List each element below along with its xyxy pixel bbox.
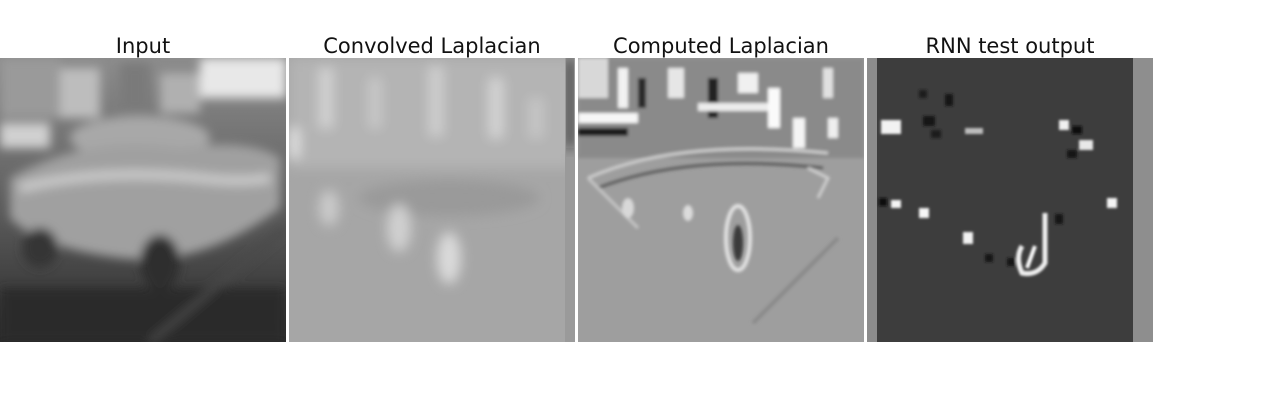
panel-title-computed-laplacian: Computed Laplacian — [613, 34, 829, 58]
panel-title-input: Input — [115, 34, 171, 58]
panel-rnn-test-output: RNN test output — [867, 0, 1153, 342]
input-image — [0, 58, 286, 342]
computed-laplacian-image — [578, 58, 864, 342]
panel-title-convolved-laplacian: Convolved Laplacian — [323, 34, 541, 58]
panel-computed-laplacian: Computed Laplacian — [578, 0, 864, 342]
rnn-test-output-image — [867, 58, 1153, 342]
panel-input: Input — [0, 0, 286, 342]
convolved-laplacian-image — [289, 58, 575, 342]
panel-title-rnn-test-output: RNN test output — [925, 34, 1095, 58]
panel-convolved-laplacian: Convolved Laplacian — [289, 0, 575, 342]
